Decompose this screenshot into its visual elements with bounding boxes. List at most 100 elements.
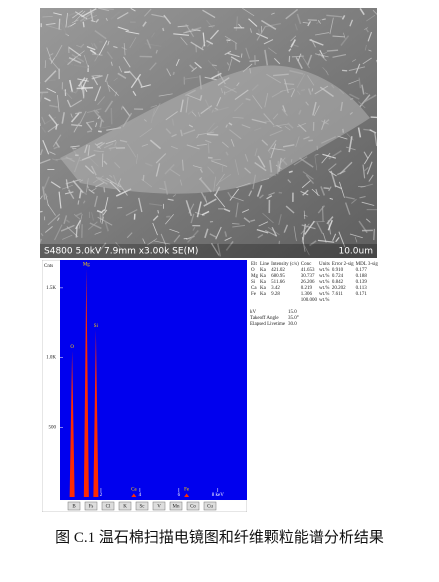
- row: Ca Ka 3.42 0.219 wt.% 20.202 0.113: [250, 286, 379, 292]
- peak-label: O: [70, 345, 74, 350]
- cell: 9.28: [271, 292, 280, 297]
- element-button[interactable]: [101, 501, 115, 511]
- cell: Ka: [259, 268, 266, 273]
- cell: 30.737: [300, 274, 315, 279]
- header-row: Elt Line Intensity (c/s) Conc Units Error 2-s…: [250, 262, 379, 268]
- setting-value: 35.0°: [288, 316, 299, 321]
- element-button-label[interactable]: Fs: [89, 505, 94, 510]
- total-units: wt.%: [319, 298, 330, 303]
- element-button-label[interactable]: K: [123, 505, 127, 510]
- setting-label: Takeoff Angle: [250, 316, 279, 321]
- element-button-label[interactable]: B: [72, 505, 76, 510]
- cell: wt.%: [319, 268, 330, 273]
- cell: wt.%: [319, 292, 330, 297]
- cell: 680.95: [271, 274, 285, 279]
- cell: Ka: [259, 292, 266, 297]
- y-tick-label: 1.5K: [46, 286, 56, 291]
- cell: 3.42: [271, 286, 280, 291]
- total-row: 100.000 wt.%: [250, 298, 379, 304]
- cell: 421.02: [271, 268, 285, 273]
- x-tick-label: 2: [100, 493, 103, 498]
- total-conc: 100.000: [300, 298, 318, 303]
- cell: Mg: [251, 274, 258, 279]
- y-unit: Cnts: [44, 264, 53, 269]
- element-button[interactable]: [135, 501, 149, 511]
- peak-label: Mg: [83, 263, 90, 268]
- setting: Takeoff Angle 35.0°: [250, 316, 378, 322]
- sem-scale: 10.0um: [338, 247, 373, 257]
- element-button-label[interactable]: Mn: [173, 505, 180, 510]
- setting: kV 15.0: [250, 310, 378, 316]
- cell: Ka: [259, 274, 266, 279]
- cell: wt.%: [319, 280, 330, 285]
- element-button-label[interactable]: Sc: [140, 505, 146, 510]
- cell: Ca: [251, 286, 257, 291]
- element-button[interactable]: [152, 501, 166, 511]
- header-cell: Elt: [251, 262, 257, 267]
- header-cell: Line: [259, 262, 270, 267]
- header-cell: MDL 3-sig: [355, 262, 378, 267]
- setting-value: 30.0: [288, 322, 297, 327]
- cell: 0.219: [300, 286, 313, 291]
- header-cell: Units: [319, 262, 330, 267]
- element-button[interactable]: [169, 501, 183, 511]
- cell: 7.611: [331, 292, 343, 297]
- row: Si Ka 511.66 26.206 wt.% 0.842 0.139: [250, 280, 379, 286]
- cell: wt.%: [319, 286, 330, 291]
- cell: 0.171: [355, 292, 367, 297]
- cell: 0.910: [331, 268, 344, 273]
- y-tick-label: 1.0K: [46, 356, 56, 361]
- peak: [184, 493, 190, 497]
- peak-label: Ca: [131, 488, 137, 493]
- row: O Ka 421.02 41.653 wt.% 0.910 0.177: [250, 268, 379, 274]
- caption: 图 C.1 温石棉扫描电镜图和纤维颗粒能谱分析结果: [55, 530, 384, 546]
- row: Fe Ka 9.28 1.306 wt.% 7.611 0.171: [250, 292, 379, 298]
- element-button[interactable]: [118, 501, 132, 511]
- setting-label: kV: [250, 310, 257, 315]
- cell: 0.177: [355, 268, 367, 273]
- cell: Ka: [259, 286, 266, 291]
- x-tick-label: 8 keV: [212, 493, 224, 498]
- element-button[interactable]: [203, 501, 217, 511]
- header-cell: Error 2-sig: [331, 262, 354, 267]
- header-cell: Conc: [300, 262, 312, 267]
- peak-label: Fe: [184, 488, 190, 493]
- peak: [83, 268, 89, 497]
- peak: [69, 350, 75, 497]
- peak-label: Si: [94, 324, 99, 329]
- sem-info: S4800 5.0kV 7.9mm x3.00k SE(M): [44, 247, 198, 257]
- cell: 0.139: [355, 280, 367, 285]
- y-tick-label: 500: [49, 425, 57, 430]
- cell: 0.842: [331, 280, 344, 285]
- setting: Elapsed Livetime 30.0: [250, 322, 378, 328]
- cell: Ka: [259, 280, 266, 285]
- element-button-label[interactable]: V: [157, 505, 161, 510]
- element-button-label[interactable]: Co: [190, 505, 196, 510]
- element-button[interactable]: [67, 501, 81, 511]
- peak: [131, 493, 137, 497]
- element-button-label[interactable]: Cu: [207, 505, 213, 510]
- x-tick-label: 6: [178, 493, 181, 498]
- result-table: Elt Line Intensity (c/s) Conc Units Error 2-s…: [250, 262, 378, 328]
- element-button[interactable]: [186, 501, 200, 511]
- cell: 26.206: [300, 280, 315, 285]
- cell: 20.202: [331, 286, 346, 291]
- cell: wt.%: [319, 274, 330, 279]
- spectrum: Cnts 500 1.0K 1.5K 2 4 6 8 keV O Mg Si Ca Fe B Fs Cl K S…: [42, 260, 247, 512]
- cell: 1.306: [300, 292, 313, 297]
- cell: 41.653: [300, 268, 315, 273]
- cell: Fe: [251, 292, 256, 297]
- cell: 0.188: [355, 274, 367, 279]
- element-button-label[interactable]: Cl: [106, 505, 111, 510]
- setting-label: Elapsed Livetime: [250, 322, 286, 327]
- setting-value: 15.0: [288, 310, 297, 315]
- peak: [93, 329, 99, 497]
- cell: 0.724: [331, 274, 344, 279]
- cell: 0.113: [355, 286, 367, 291]
- x-tick-label: 4: [139, 493, 142, 498]
- header-cell: Intensity (c/s): [271, 262, 299, 267]
- sem-image: S4800 5.0kV 7.9mm x3.00k SE(M) 10.0um: [40, 8, 377, 258]
- cell: O: [251, 268, 255, 273]
- element-button[interactable]: [84, 501, 98, 511]
